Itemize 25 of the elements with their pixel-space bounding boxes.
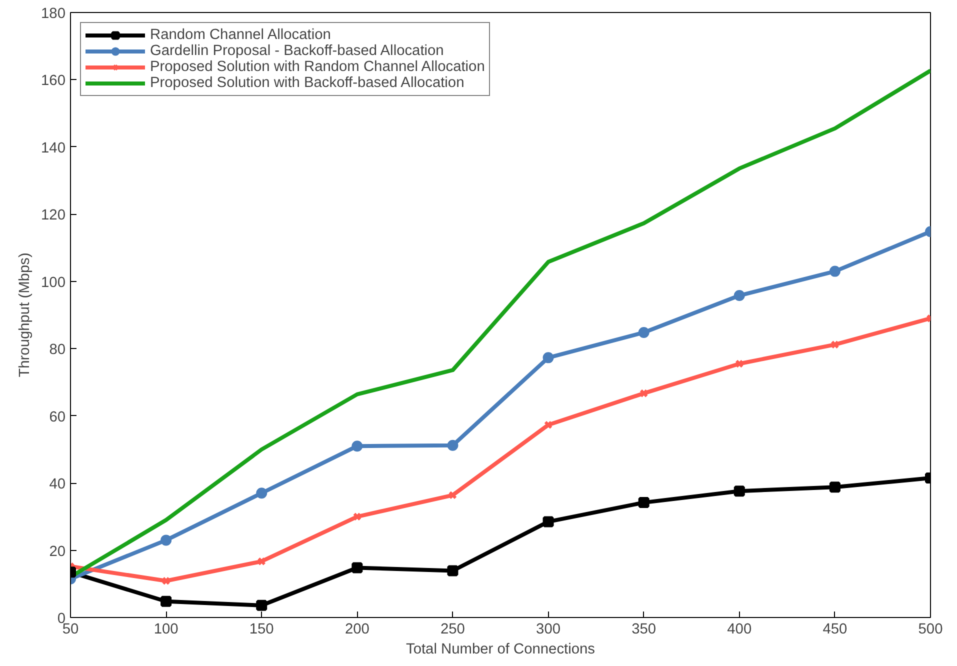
y-tick-label: 60 <box>49 409 66 426</box>
x-tick-label: 500 <box>918 622 943 638</box>
y-tick-label: 100 <box>41 274 66 291</box>
x-tick-label: 350 <box>632 622 656 638</box>
x-tick-label: 250 <box>440 622 465 638</box>
x-axis-title: Total Number of Connections <box>406 642 595 658</box>
legend-label: Proposed Solution with Random Channel Allocation <box>150 59 485 75</box>
y-tick-label: 160 <box>41 73 66 90</box>
x-tick-label: 50 <box>62 622 79 638</box>
x-tick-label: 400 <box>727 622 752 638</box>
y-tick-label: 140 <box>41 140 66 156</box>
legend-label: Gardellin Proposal - Backoff-based Allocation <box>150 43 444 59</box>
legend-label: Proposed Solution with Backoff-based Allocation <box>150 75 464 91</box>
y-tick-label: 180 <box>41 6 66 22</box>
x-tick-label: 200 <box>344 622 370 638</box>
y-tick-label: 120 <box>41 208 66 224</box>
legend-label: Random Channel Allocation <box>150 27 331 43</box>
x-tick-label: 150 <box>249 622 274 638</box>
y-tick-label: 40 <box>49 476 66 493</box>
x-tick-label: 450 <box>822 622 848 638</box>
y-tick-label: 20 <box>49 544 66 560</box>
x-tick-label: 100 <box>154 622 178 638</box>
x-tick-label: 300 <box>536 622 561 638</box>
y-axis-title: Throughput (Mbps) <box>17 252 34 378</box>
y-tick-label: 80 <box>49 342 66 358</box>
